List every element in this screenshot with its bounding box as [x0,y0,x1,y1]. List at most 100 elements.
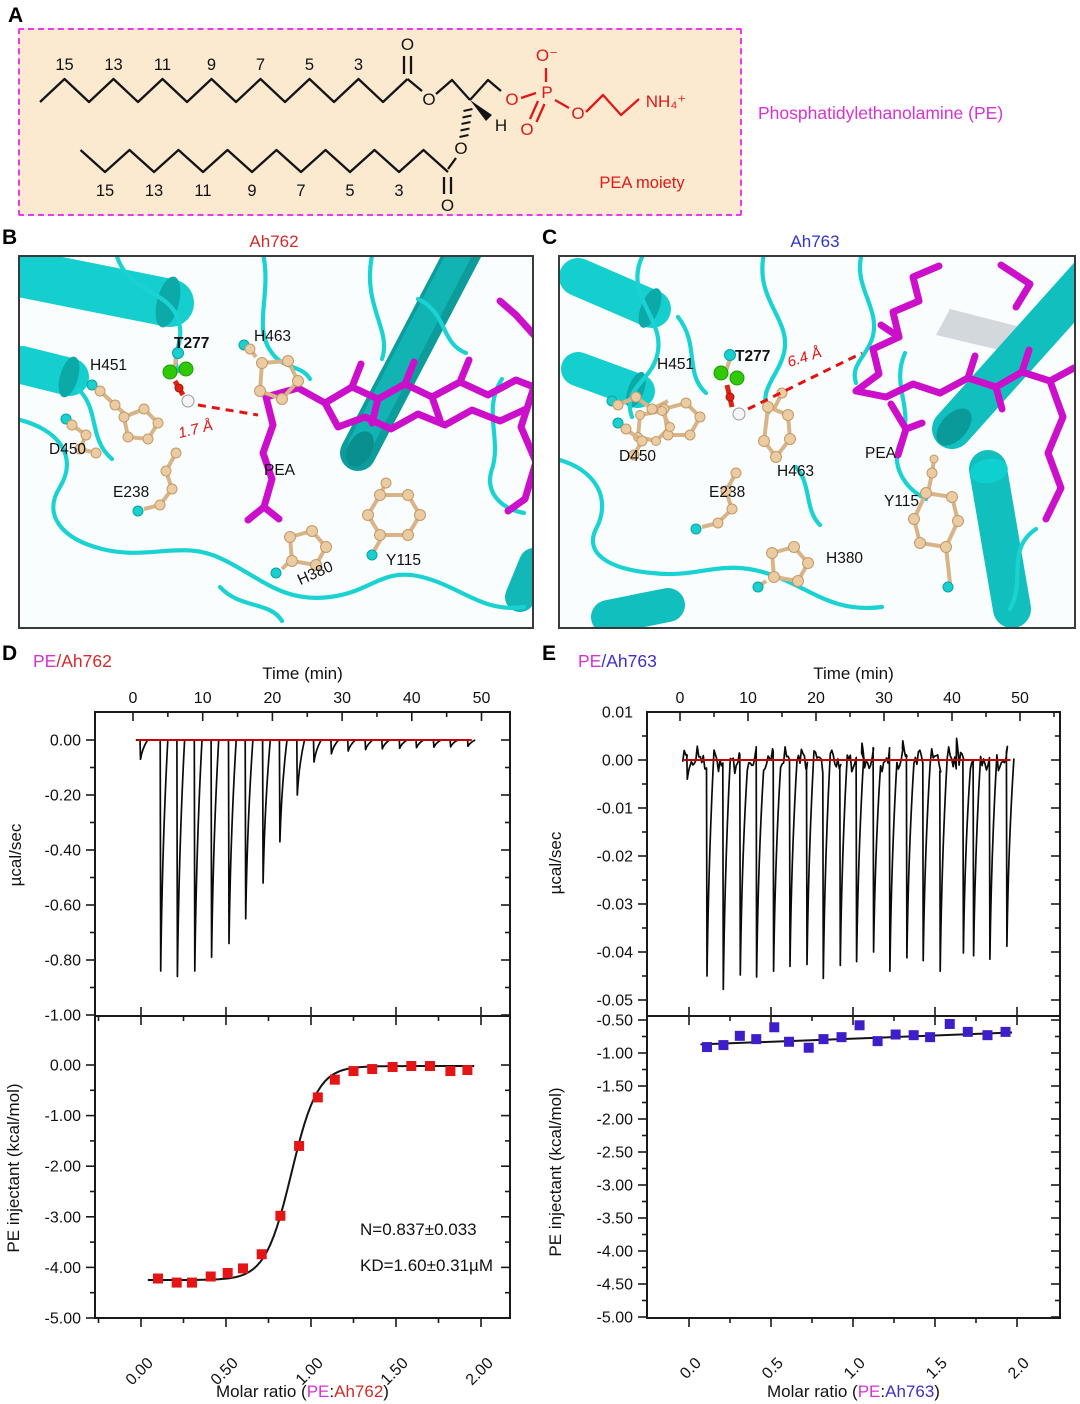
residue-label-d450: D450 [49,441,87,458]
structure-view-ah763: H451 T277 6.4 Å D450 E238 H463 PEA Y115 … [558,255,1076,629]
xlabel-protein: Ah763 [885,1382,935,1401]
svg-text:10: 10 [739,690,757,707]
pea-moiety-label: PEA moiety [599,174,685,192]
chart-e-title-pe: PE [578,651,602,671]
svg-text:O: O [505,90,518,109]
svg-text:O: O [441,196,454,214]
residue-label-h463: H463 [777,463,815,480]
svg-text:13: 13 [145,182,163,200]
svg-text:20: 20 [807,690,825,707]
svg-text:20: 20 [264,690,282,707]
svg-text:-3.00: -3.00 [45,1209,82,1226]
svg-text:11: 11 [154,56,171,74]
residue-label-e238: E238 [709,484,746,501]
panel-letter-d: D [2,642,18,665]
itc-chart-ah763: 0 10 20 30 40 50 0.01 0.00 -0.01 -0.02 -0.03 -0.04 -… [597,690,1061,1383]
svg-text:0: 0 [676,690,685,707]
hydrogen-bond-dash [197,403,259,417]
svg-text:10: 10 [194,690,212,707]
svg-text:5: 5 [305,56,314,74]
helix-cap [970,458,1008,484]
svg-text:O: O [571,104,584,123]
residue-y115 [908,454,964,593]
ah763-scene [560,257,1074,627]
residue-e238 [132,447,182,517]
svg-text:3: 3 [394,182,403,200]
residue-label-y115: Y115 [884,493,920,510]
helix-cap [346,431,374,467]
svg-text:-0.40: -0.40 [45,843,82,860]
svg-text:1.0: 1.0 [841,1355,869,1383]
panel-letter-b: B [2,226,18,249]
svg-text:-2.50: -2.50 [597,1145,634,1162]
svg-text:9: 9 [247,182,256,200]
svg-text:15: 15 [55,56,73,74]
helix-cylinder [591,588,685,627]
xlabel-colon: : [880,1382,886,1401]
svg-text:-0.80: -0.80 [45,953,82,970]
svg-text:-0.03: -0.03 [597,897,634,914]
svg-text:-1.50: -1.50 [597,1079,634,1096]
svg-text:-1.00: -1.00 [45,1108,82,1125]
helix-cylinder [505,548,532,612]
residue-label-e238: E238 [113,484,150,501]
helix-cylinder [560,258,671,328]
residue-label-t277: T277 [174,335,210,352]
residue-label-h463: H463 [254,328,292,345]
residue-label-h451: H451 [90,357,128,374]
residue-h380 [752,541,814,593]
pea-ligand-sticks [852,261,1074,523]
chart-d-title: PE/Ah762 [33,651,112,672]
residue-h463 [238,339,304,405]
structure-view-ah762: H451 T277 H463 D450 E238 PEA H380 Y115 1… [18,255,534,629]
xlabel-pe: PE [306,1382,330,1401]
svg-text:0.01: 0.01 [602,705,633,722]
svg-text:-0.04: -0.04 [597,945,634,962]
svg-text:0.00: 0.00 [602,753,633,770]
svg-text:1.5: 1.5 [923,1355,951,1383]
residue-label-t277: T277 [735,348,771,365]
fit-annotation-n: N=0.837±0.033 [360,1220,477,1239]
xlabel-prefix: Molar ratio ( [216,1382,307,1401]
svg-text:-4.00: -4.00 [597,1244,634,1261]
svg-text:0.00: 0.00 [50,1058,81,1075]
svg-text:40: 40 [403,690,421,707]
svg-text:-0.01: -0.01 [597,801,634,818]
svg-text:NH₄⁺: NH₄⁺ [646,92,686,111]
svg-text:-5.00: -5.00 [45,1311,82,1328]
ah762-scene [20,257,532,624]
panel-letter-e: E [542,642,557,665]
svg-text:13: 13 [104,56,122,74]
helix-cylinder [20,257,194,327]
svg-text:0.0: 0.0 [677,1355,705,1383]
svg-text:-3.00: -3.00 [597,1178,634,1195]
helix-cap [638,288,662,328]
helix-cylinder [969,450,1031,627]
svg-text:-1.00: -1.00 [597,1046,634,1063]
svg-text:-5.00: -5.00 [597,1310,634,1327]
residue-t277 [162,347,195,408]
residue-t277 [713,349,746,421]
svg-text:5: 5 [345,182,354,200]
chart-e-title-protein: /Ah763 [601,651,657,671]
svg-text:-0.60: -0.60 [45,898,82,915]
svg-text:-0.20: -0.20 [45,788,82,805]
acyl-chain-bonds [39,56,502,194]
svg-text:O: O [401,35,414,54]
svg-text:11: 11 [194,182,211,200]
residue-label-d450: D450 [619,448,657,465]
helix-cap [936,408,972,446]
svg-text:50: 50 [473,690,491,707]
chart-e-title: PE/Ah763 [578,651,657,672]
residue-label-h451: H451 [657,356,695,373]
svg-text:-4.50: -4.50 [597,1277,634,1294]
svg-text:-2.00: -2.00 [597,1112,634,1129]
xlabel-pe: PE [857,1382,881,1401]
pe-structure-box: 15 13 11 9 7 5 3 15 13 11 9 7 5 3 O O H O O O P O⁻ O O NH₄⁺ PEA … [18,28,742,216]
residue-h463 [758,387,796,463]
fit-annotation-kd: KD=1.60±0.31µM [360,1256,494,1275]
ligand-label-pea: PEA [264,462,296,479]
chart-d-title-pe: PE [33,651,57,671]
itc-chart-ah762: 0 10 20 30 40 50 0.00 -0.20 -0.40 -0.60 -0.80 -1.00… [45,690,511,1389]
